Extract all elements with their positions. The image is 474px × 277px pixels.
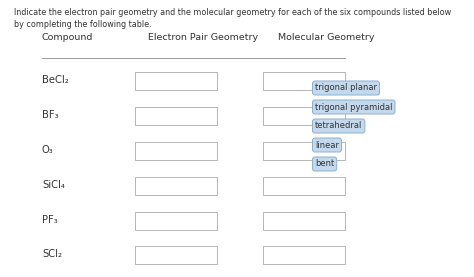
Bar	[263, 142, 345, 160]
Text: Molecular Geometry: Molecular Geometry	[278, 33, 374, 42]
Text: BeCl₂: BeCl₂	[42, 75, 69, 85]
Text: SiCl₄: SiCl₄	[42, 180, 65, 190]
Text: linear: linear	[315, 140, 339, 150]
Text: bent: bent	[315, 160, 334, 168]
Text: BF₃: BF₃	[42, 110, 59, 120]
Text: SCl₂: SCl₂	[42, 249, 62, 259]
Text: by completing the following table.: by completing the following table.	[14, 20, 152, 29]
Bar	[135, 72, 217, 90]
Text: Indicate the electron pair geometry and the molecular geometry for each of the s: Indicate the electron pair geometry and …	[14, 8, 451, 17]
Text: O₃: O₃	[42, 145, 54, 155]
Bar	[135, 212, 217, 230]
Text: Electron Pair Geometry: Electron Pair Geometry	[148, 33, 258, 42]
Bar	[135, 246, 217, 264]
Text: trigonal pyramidal: trigonal pyramidal	[315, 102, 392, 112]
Bar	[263, 107, 345, 125]
Bar	[263, 177, 345, 195]
Bar	[135, 177, 217, 195]
Bar	[135, 107, 217, 125]
Bar	[135, 142, 217, 160]
Bar	[263, 246, 345, 264]
Text: Compound: Compound	[42, 33, 93, 42]
Bar	[263, 72, 345, 90]
Bar	[263, 212, 345, 230]
Text: tetrahedral: tetrahedral	[315, 122, 363, 130]
Text: trigonal planar: trigonal planar	[315, 83, 377, 93]
Text: PF₃: PF₃	[42, 215, 58, 225]
